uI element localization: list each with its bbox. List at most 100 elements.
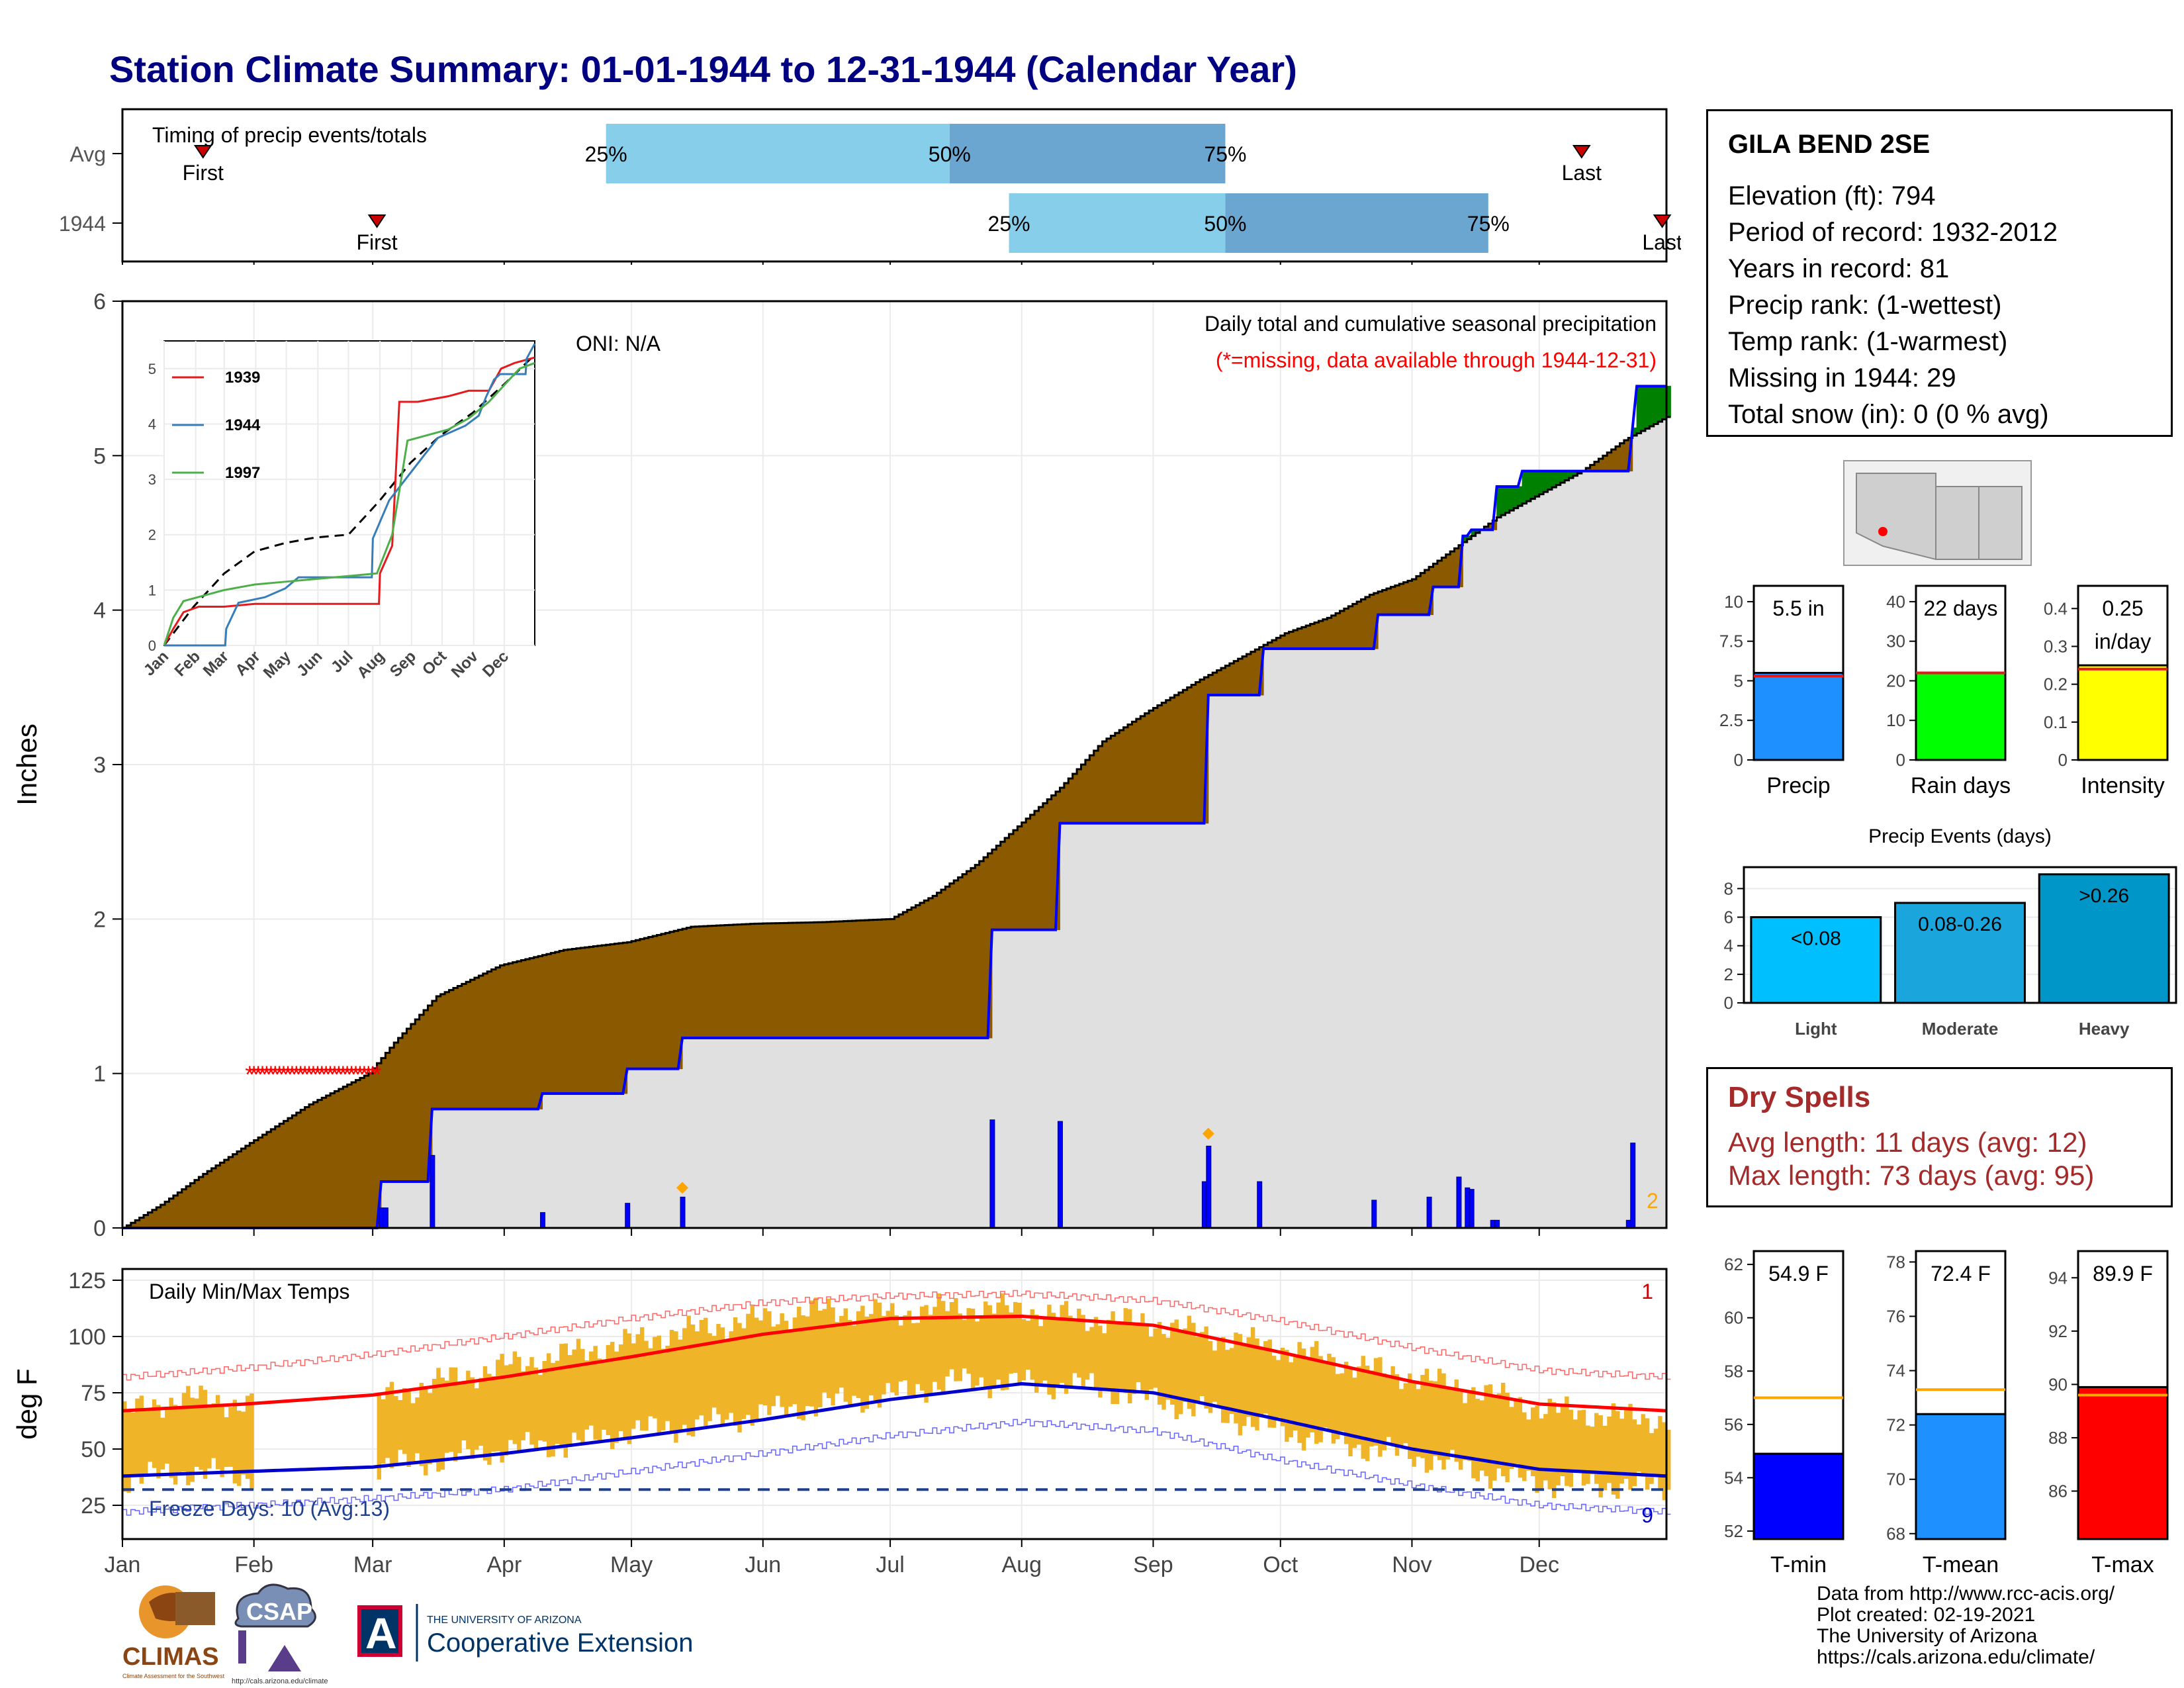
missing-day-marker: * <box>313 1061 322 1088</box>
panel-category-label: T-min <box>1770 1552 1827 1577</box>
event-bar-label: 0.08-0.26 <box>1918 914 2002 935</box>
y-tick-label: 6 <box>93 291 106 314</box>
missing-day-marker: * <box>373 1061 382 1088</box>
missing-day-marker: * <box>283 1061 293 1088</box>
month-label: Jul <box>876 1552 904 1577</box>
month-label: May <box>610 1552 653 1577</box>
station-snow: Total snow (in): 0 (0 % avg) <box>1728 400 2049 429</box>
y-tick-label: 0 <box>93 1216 106 1241</box>
timing-marker-label: First <box>183 161 224 185</box>
daily-precip-bar <box>625 1203 631 1229</box>
inset-y-tick-label: 2 <box>148 527 156 543</box>
inset-y-tick-label: 0 <box>148 637 156 654</box>
missing-count-label: 2 <box>1647 1189 1659 1213</box>
timing-row-label: 1944 <box>59 212 106 236</box>
daily-precip-bar <box>1456 1176 1462 1229</box>
dry-spells-avg: Avg length: 11 days (avg: 12) <box>1728 1127 2087 1158</box>
missing-day-marker: * <box>343 1061 352 1088</box>
panel-tick-label: 5 <box>1734 671 1743 690</box>
freeze-days-label: Freeze Days: 10 (Avg:13) <box>149 1497 390 1521</box>
event-category-label: Heavy <box>2079 1019 2130 1039</box>
y-axis-title: deg F <box>11 1368 42 1439</box>
y-tick-label: 5 <box>93 444 106 469</box>
timing-marker-label: Last <box>1562 161 1602 185</box>
panel-value-bar <box>1915 672 2007 761</box>
record-max-line <box>122 1289 1671 1381</box>
missing-day-marker: * <box>334 1061 343 1088</box>
dry-spells-max: Max length: 73 days (avg: 95) <box>1728 1160 2095 1191</box>
daily-precip-bar <box>680 1196 686 1229</box>
station-location-dot <box>1878 527 1888 536</box>
inset-legend-label: 1939 <box>225 369 260 387</box>
panel-tick-label: 0 <box>1734 750 1743 770</box>
y-tick-label: 100 <box>68 1325 106 1350</box>
panel-tick-label: 60 <box>1724 1308 1743 1328</box>
university-of-arizona-logo: A THE UNIVERSITY OF ARIZONA Cooperative … <box>357 1604 693 1662</box>
panel-category-label: T-mean <box>1923 1552 1999 1577</box>
temperature-summary-chart: 52 54 56 58 60 62 54.9 F T-min 68 70 72 74 76 78 72.4 … <box>1724 1250 2169 1577</box>
ua-letter: A <box>365 1609 397 1658</box>
panel-tick-label: 20 <box>1886 671 1905 690</box>
hot-count-label: 1 <box>1641 1280 1653 1303</box>
panel-tick-label: 0 <box>2058 750 2068 770</box>
precip-summary-chart: 0 2.5 5 7.5 10 5.5 in Precip 0 10 20 30 40 22 days Ra… <box>1719 585 2169 798</box>
timing-marker-label: Last <box>1642 230 1681 254</box>
panel-value-label: 22 days <box>1923 596 1997 620</box>
missing-day-marker: * <box>322 1061 331 1088</box>
y-tick-label: 2 <box>1724 964 1733 984</box>
y-axis-title: Inches <box>11 724 42 806</box>
panel-value-label: in/day <box>2095 630 2151 653</box>
month-label: Feb <box>234 1552 273 1577</box>
missing-day-marker: * <box>308 1061 318 1088</box>
missing-day-marker: * <box>351 1061 361 1088</box>
missing-day-marker: * <box>253 1061 263 1088</box>
y-tick-label: 8 <box>1724 878 1733 898</box>
month-label: Dec <box>1519 1552 1559 1577</box>
orange-marker <box>676 1182 689 1194</box>
panel-tick-label: 40 <box>1886 592 1905 612</box>
panel-tick-label: 62 <box>1724 1254 1743 1274</box>
inset-series-line <box>164 343 536 647</box>
missing-day-marker: * <box>355 1061 365 1088</box>
y-tick-label: 75 <box>81 1381 106 1406</box>
csap-logo: CSAP http://cals.arizona.edu/climate <box>232 1583 328 1685</box>
inset-y-tick-label: 5 <box>148 361 156 377</box>
timing-quantile-label: 50% <box>929 142 971 166</box>
page-title: Station Climate Summary: 01-01-1944 to 1… <box>109 48 1297 90</box>
event-bar-label: <0.08 <box>1791 928 1841 950</box>
panel-tick-label: 76 <box>1886 1306 1905 1326</box>
credit-line: https://cals.arizona.edu/climate/ <box>1817 1646 2095 1668</box>
panel-tick-label: 7.5 <box>1719 632 1743 651</box>
y-tick-label: 4 <box>1724 936 1733 956</box>
panel-tick-label: 2.5 <box>1719 710 1743 730</box>
panel-category-label: Rain days <box>1911 773 2011 798</box>
credits: Data from http://www.rcc-acis.org/ Plot … <box>1817 1583 2115 1668</box>
timing-marker-triangle <box>193 145 212 159</box>
panel-tick-label: 72 <box>1886 1415 1905 1435</box>
panel-value-bar <box>2077 664 2169 761</box>
timing-quantile-label: 50% <box>1204 212 1246 236</box>
station-period: Period of record: 1932-2012 <box>1728 218 2058 247</box>
missing-day-marker: * <box>279 1061 289 1088</box>
station-name: GILA BEND 2SE <box>1728 130 1931 159</box>
missing-day-marker: * <box>317 1061 326 1088</box>
month-label: Aug <box>1002 1552 1042 1577</box>
credit-line: The University of Arizona <box>1817 1625 2038 1647</box>
month-label: Oct <box>1263 1552 1298 1577</box>
panel-value-label: 54.9 F <box>1768 1262 1829 1286</box>
missing-day-marker: * <box>296 1061 305 1088</box>
inset-legend-label: 1997 <box>225 464 260 482</box>
location-map <box>1843 460 2032 566</box>
inset-series-line <box>163 356 535 646</box>
panel-value-bar <box>1752 672 1844 761</box>
dry-spells-box: Dry Spells Avg length: 11 days (avg: 12)… <box>1706 1067 2173 1207</box>
panel-value-label: 89.9 F <box>2093 1262 2153 1286</box>
y-tick-label: 0 <box>1724 993 1733 1013</box>
panel-tick-label: 52 <box>1724 1521 1743 1541</box>
precip-title: Daily total and cumulative seasonal prec… <box>1205 312 1657 336</box>
ua-cooperative-extension: Cooperative Extension <box>427 1628 693 1658</box>
y-tick-label: 2 <box>93 907 106 932</box>
panel-tick-label: 88 <box>2048 1428 2068 1448</box>
missing-day-marker: * <box>300 1061 310 1088</box>
freeze-count-label: 9 <box>1641 1503 1653 1527</box>
